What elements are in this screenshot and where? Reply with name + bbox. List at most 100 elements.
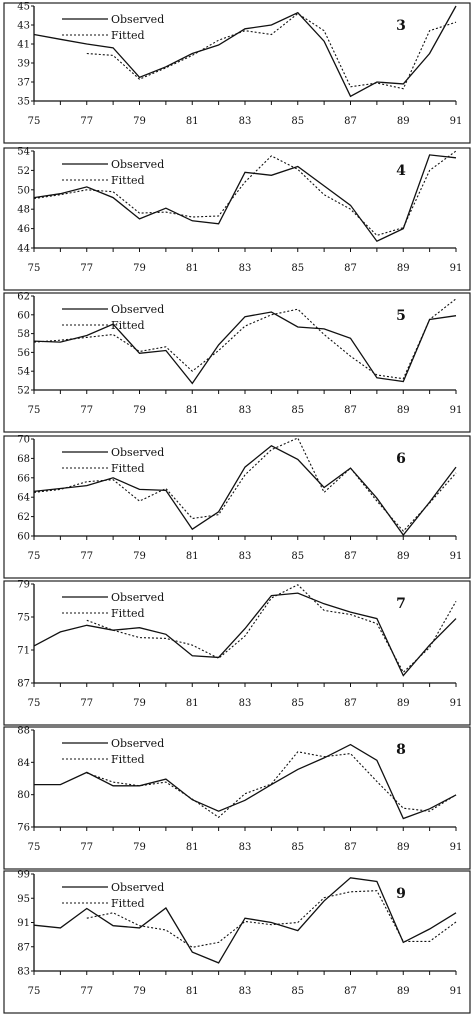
x-tick-label: 89 <box>397 405 410 416</box>
x-tick-label: 77 <box>80 842 93 853</box>
x-tick-label: 89 <box>397 116 410 127</box>
legend-label-observed: Observed <box>111 591 164 604</box>
x-tick-label: 85 <box>291 698 304 709</box>
x-tick-label: 75 <box>28 986 41 997</box>
x-tick-label: 89 <box>397 842 410 853</box>
x-tick-label: 79 <box>133 405 146 416</box>
x-tick-label: 83 <box>239 698 252 709</box>
y-tick-label: 60 <box>17 532 30 543</box>
y-tick-label: 80 <box>17 790 30 801</box>
y-tick-label: 71 <box>17 646 30 657</box>
panel-number: 5 <box>396 308 406 324</box>
y-tick-label: 35 <box>17 97 30 108</box>
y-tick-label: 45 <box>17 2 30 13</box>
x-tick-label: 81 <box>186 405 199 416</box>
series-line-fitted <box>86 890 457 948</box>
x-tick-label: 79 <box>133 986 146 997</box>
x-tick-label: 85 <box>291 842 304 853</box>
legend-label-fitted: Fitted <box>111 607 145 620</box>
panel-frame <box>3 435 471 579</box>
x-tick-label: 91 <box>450 116 463 127</box>
y-tick-label: 68 <box>17 454 30 465</box>
x-tick-label: 77 <box>80 116 93 127</box>
x-tick-label: 91 <box>450 551 463 562</box>
chart-panel-7: 75 77 79 81 83 85 87 89 91 87 71 75 79 Observed Fitted… <box>3 580 471 726</box>
y-tick-label: 87 <box>17 942 30 953</box>
x-tick-label: 87 <box>344 405 357 416</box>
x-tick-label: 75 <box>28 405 41 416</box>
x-tick-label: 91 <box>450 842 463 853</box>
series-line-fitted <box>33 437 457 532</box>
y-tick-label: 58 <box>17 329 30 340</box>
y-tick-label: 56 <box>17 348 30 359</box>
legend-label-observed: Observed <box>111 13 164 26</box>
x-tick-label: 83 <box>239 116 252 127</box>
panel-frame <box>3 147 471 291</box>
x-tick-label: 87 <box>344 263 357 274</box>
panel-number: 3 <box>396 18 406 34</box>
panel-frame <box>3 726 471 870</box>
x-tick-label: 83 <box>239 551 252 562</box>
y-tick-label: 91 <box>17 918 30 929</box>
x-tick-label: 77 <box>80 698 93 709</box>
y-tick-label: 48 <box>17 205 30 216</box>
y-tick-label: 54 <box>17 147 30 158</box>
legend-label-fitted: Fitted <box>111 174 145 187</box>
x-tick-label: 75 <box>28 116 41 127</box>
x-tick-label: 85 <box>291 986 304 997</box>
y-tick-label: 43 <box>17 21 30 32</box>
chart-panel-4: 75 77 79 81 83 85 87 89 91 44 46 48 50 52 54 Observed Fi… <box>3 147 471 291</box>
x-tick-label: 85 <box>291 263 304 274</box>
series-line-observed <box>34 743 457 820</box>
x-tick-label: 75 <box>28 842 41 853</box>
x-tick-label: 75 <box>28 698 41 709</box>
x-tick-label: 83 <box>239 263 252 274</box>
x-tick-label: 91 <box>450 698 463 709</box>
y-tick-label: 87 <box>17 679 30 690</box>
x-tick-label: 89 <box>397 263 410 274</box>
panel-number: 4 <box>396 163 406 179</box>
series-line-fitted <box>86 584 457 674</box>
x-tick-label: 75 <box>28 263 41 274</box>
y-tick-label: 70 <box>17 435 30 446</box>
legend-label-observed: Observed <box>111 158 164 171</box>
chart-panel-8: 75 77 79 81 83 85 87 89 91 76 80 84 88 Observed Fitted… <box>3 726 471 870</box>
x-tick-label: 91 <box>450 405 463 416</box>
x-tick-label: 81 <box>186 263 199 274</box>
y-tick-label: 79 <box>17 580 30 591</box>
legend-label-fitted: Fitted <box>111 319 145 332</box>
chart-panel-9: 75 77 79 81 83 85 87 89 91 83 87 91 95 99 Observed Fitt… <box>3 870 471 1014</box>
panel-number: 7 <box>396 596 406 612</box>
x-tick-label: 79 <box>133 698 146 709</box>
y-tick-label: 75 <box>17 613 30 624</box>
y-tick-label: 66 <box>17 473 30 484</box>
y-tick-label: 52 <box>17 166 30 177</box>
x-tick-label: 77 <box>80 263 93 274</box>
y-tick-label: 41 <box>17 40 30 51</box>
series-line-observed <box>33 592 457 677</box>
chart-panel-5: 75 77 79 81 83 85 87 89 91 52 54 56 58 60 62 Observed Fi… <box>3 292 471 433</box>
y-tick-label: 46 <box>17 224 30 235</box>
legend-label-observed: Observed <box>111 881 164 894</box>
legend-label-fitted: Fitted <box>111 753 145 766</box>
y-tick-label: 88 <box>17 726 30 737</box>
x-tick-label: 77 <box>80 986 93 997</box>
x-tick-label: 77 <box>80 551 93 562</box>
legend-label-fitted: Fitted <box>111 29 145 42</box>
x-tick-label: 87 <box>344 116 357 127</box>
y-tick-label: 37 <box>17 78 30 89</box>
x-tick-label: 81 <box>186 698 199 709</box>
x-tick-label: 85 <box>291 116 304 127</box>
panel-frame <box>3 870 471 1014</box>
y-tick-label: 64 <box>17 493 30 504</box>
series-line-observed <box>33 5 457 98</box>
x-tick-label: 85 <box>291 551 304 562</box>
x-tick-label: 89 <box>397 986 410 997</box>
x-tick-label: 89 <box>397 698 410 709</box>
x-tick-label: 87 <box>344 842 357 853</box>
chart-panel-3: 75 77 79 81 83 85 87 89 91 35 37 39 41 43 45 Observed Fi… <box>3 2 471 144</box>
series-line-fitted <box>33 298 457 380</box>
series-line-observed <box>33 445 457 537</box>
legend-label-observed: Observed <box>111 737 164 750</box>
